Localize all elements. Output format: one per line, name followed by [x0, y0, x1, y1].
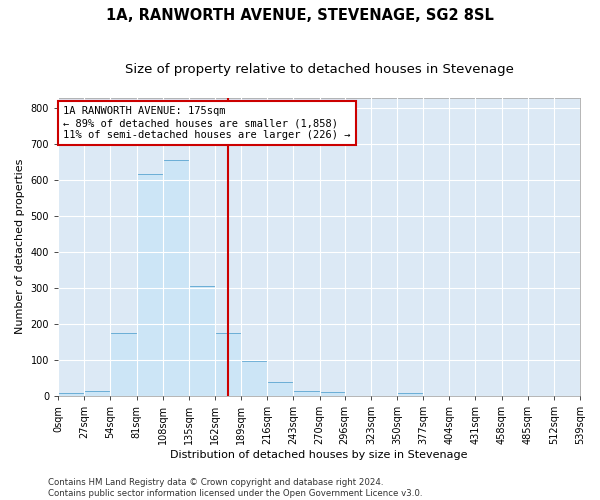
Bar — [84, 391, 110, 396]
Bar — [110, 333, 137, 396]
Y-axis label: Number of detached properties: Number of detached properties — [15, 159, 25, 334]
Title: Size of property relative to detached houses in Stevenage: Size of property relative to detached ho… — [125, 62, 514, 76]
Bar — [397, 393, 423, 396]
Bar — [137, 174, 163, 396]
Text: 1A, RANWORTH AVENUE, STEVENAGE, SG2 8SL: 1A, RANWORTH AVENUE, STEVENAGE, SG2 8SL — [106, 8, 494, 22]
X-axis label: Distribution of detached houses by size in Stevenage: Distribution of detached houses by size … — [170, 450, 468, 460]
Bar — [189, 286, 215, 396]
Bar — [215, 333, 241, 396]
Bar — [163, 160, 189, 396]
Text: 1A RANWORTH AVENUE: 175sqm
← 89% of detached houses are smaller (1,858)
11% of s: 1A RANWORTH AVENUE: 175sqm ← 89% of deta… — [64, 106, 351, 140]
Bar — [293, 390, 320, 396]
Text: Contains HM Land Registry data © Crown copyright and database right 2024.
Contai: Contains HM Land Registry data © Crown c… — [48, 478, 422, 498]
Bar — [58, 393, 84, 396]
Bar — [320, 392, 345, 396]
Bar — [267, 382, 293, 396]
Bar — [241, 361, 267, 396]
